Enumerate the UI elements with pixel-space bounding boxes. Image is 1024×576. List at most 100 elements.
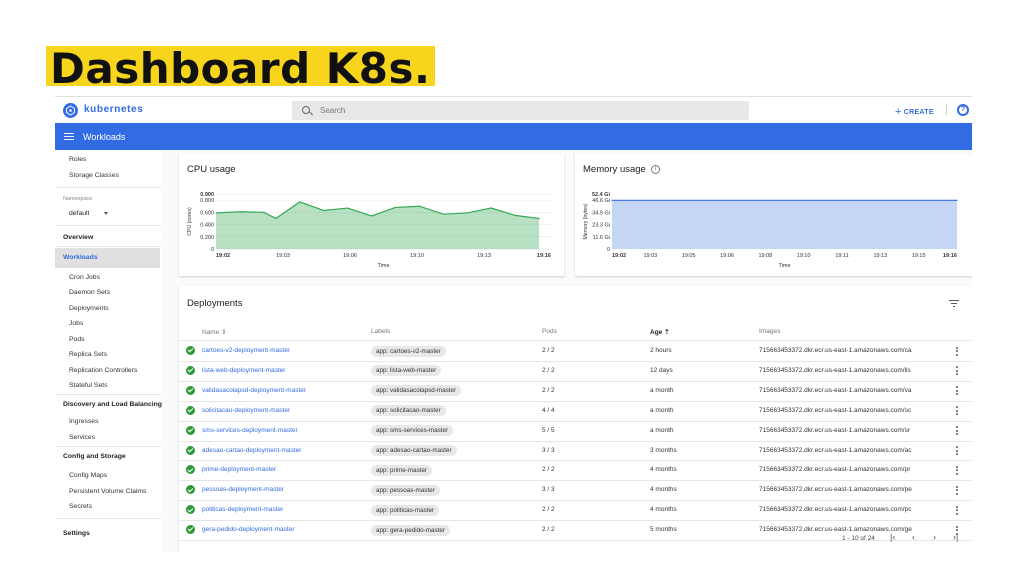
deployment-name-link[interactable]: pessoas-deployment-master (202, 486, 285, 494)
previous-page-icon[interactable]: ‹ (912, 532, 915, 542)
pagination-range: 1 - 10 of 24 (842, 535, 875, 542)
sidebar-item-pvc[interactable]: Persistent Volume Claims (69, 488, 147, 495)
pods-count: 3 / 3 (542, 446, 555, 454)
more-vert-icon[interactable] (956, 525, 959, 535)
status-check-icon (186, 465, 195, 475)
sidebar-item-stateful-sets[interactable]: Stateful Sets (69, 382, 108, 389)
pods-count: 2 / 2 (542, 526, 555, 534)
more-vert-icon[interactable] (956, 366, 959, 376)
column-header-age[interactable]: Age ⇡ (650, 328, 670, 336)
deployment-name-link[interactable]: politicas-deployment-master (202, 506, 284, 514)
image-value: 715663453372.dkr.ecr.us-east-1.amazonaws… (759, 486, 912, 494)
sidebar-item-ingresses[interactable]: Ingresses (69, 418, 99, 425)
sidebar-item-config-storage[interactable]: Config and Storage (63, 453, 126, 460)
more-vert-icon[interactable] (956, 485, 959, 495)
more-vert-icon[interactable] (956, 465, 959, 475)
sidebar-item-services[interactable]: Services (69, 434, 96, 441)
status-check-icon (186, 425, 195, 435)
help-icon[interactable]: ? (957, 104, 969, 116)
sidebar-item-replica-sets[interactable]: Replica Sets (69, 351, 108, 358)
label-chip: app: prime-master (371, 464, 433, 476)
cpu-card-title: CPU usage (187, 164, 236, 175)
status-check-icon (186, 385, 195, 395)
first-page-icon[interactable]: |‹ (890, 532, 896, 542)
sidebar-item-roles[interactable]: Roles (69, 156, 87, 163)
y-tick-label: 11.6 Gi (593, 235, 610, 241)
sidebar-item-daemon-sets[interactable]: Daemon Sets (69, 289, 111, 296)
sidebar-item-jobs[interactable]: Jobs (69, 320, 84, 327)
divider (179, 400, 971, 402)
plus-icon: + (895, 106, 902, 118)
age-value: 4 months (650, 506, 677, 514)
deployment-name-link[interactable]: cartoes-v2-deployment-master (202, 347, 291, 354)
sidebar-item-workloads[interactable]: Workloads (55, 248, 160, 268)
image-value: 715663453372.dkr.ecr.us-east-1.amazonaws… (759, 446, 912, 454)
image-value: 715663453372.dkr.ecr.us-east-1.amazonaws… (759, 506, 912, 514)
y-tick-label: 46.6 Gi (592, 198, 610, 204)
data-point (347, 207, 349, 209)
divider (179, 520, 971, 522)
deployment-name-link[interactable]: validasacolapsd-deployment-master (202, 386, 307, 394)
sidebar-item-label: Workloads (63, 254, 98, 261)
deployment-name-link[interactable]: lista-web-deployment-master (202, 366, 286, 374)
last-page-icon[interactable]: ›| (953, 532, 959, 542)
deployment-name-link[interactable]: solicitacao-deployment-master (202, 406, 291, 414)
x-axis-label: Time (778, 263, 790, 269)
sort-up-icon: ⇡ (664, 329, 670, 336)
namespace-select[interactable]: default (69, 210, 90, 217)
deployment-name-link[interactable]: gera-pedido-deployment-master (202, 526, 295, 534)
kubernetes-logo-icon[interactable] (63, 103, 78, 118)
sidebar-item-deployments[interactable]: Deployments (69, 305, 109, 312)
create-button[interactable]: + CREATE (895, 105, 934, 118)
more-vert-icon[interactable] (956, 406, 959, 416)
slide-title-text: Dashboard K8s. (50, 44, 431, 93)
sidebar-item-replication-controllers[interactable]: Replication Controllers (69, 367, 138, 374)
status-check-icon (186, 405, 195, 415)
brand-name[interactable]: kubernetes (84, 104, 144, 115)
more-vert-icon[interactable] (956, 346, 959, 356)
more-vert-icon[interactable] (956, 386, 959, 396)
search-input[interactable] (320, 103, 720, 118)
y-tick-label: 52.4 Gi (592, 192, 611, 198)
chevron-down-icon[interactable] (104, 212, 108, 215)
deployment-name-link[interactable]: adesao-cartao-deployment-master (202, 446, 302, 454)
sidebar-item-cron-jobs[interactable]: Cron Jobs (69, 274, 100, 281)
data-point (299, 201, 301, 203)
menu-icon[interactable] (64, 133, 74, 140)
x-tick-label: 19:08 (758, 253, 772, 259)
sidebar-item-storage-classes[interactable]: Storage Classes (69, 172, 119, 179)
sidebar-item-discovery[interactable]: Discovery and Load Balancing (63, 401, 162, 408)
data-point (323, 209, 325, 212)
x-tick-label: 19:10 (410, 253, 424, 259)
status-check-icon (186, 365, 195, 375)
search-bar[interactable] (292, 101, 749, 120)
pods-count: 2 / 2 (542, 506, 555, 514)
data-point (611, 199, 613, 201)
divider (55, 187, 161, 188)
column-header-name[interactable]: Name ⇕ (202, 328, 227, 336)
filter-icon[interactable] (949, 300, 959, 307)
deployment-name-link[interactable]: prime-deployment-master (202, 466, 277, 474)
pods-count: 2 / 2 (542, 347, 555, 354)
memory-usage-card: Memory usage i 52.4 Gi 46.6 Gi 34.9 Gi 23.3… (575, 154, 972, 276)
sidebar-item-secrets[interactable]: Secrets (69, 503, 93, 510)
more-vert-icon[interactable] (956, 505, 959, 515)
x-tick-label: 19:06 (720, 253, 734, 259)
next-page-icon[interactable]: › (933, 532, 936, 542)
label-chip: app: lista-web-master (371, 365, 442, 377)
sidebar-item-settings[interactable]: Settings (63, 530, 90, 537)
sidebar-item-pods[interactable]: Pods (69, 336, 85, 343)
divider (55, 225, 161, 226)
divider (179, 440, 971, 442)
sidebar-item-config-maps[interactable]: Config Maps (69, 472, 108, 479)
x-tick-label: 19:03 (643, 253, 657, 259)
data-point (263, 211, 265, 213)
x-tick-label: 19:16 (537, 253, 551, 259)
sidebar-item-overview[interactable]: Overview (63, 234, 94, 241)
more-vert-icon[interactable] (956, 446, 959, 455)
age-value: 4 months (650, 466, 677, 474)
deployment-name-link[interactable]: sms-services-deployment-master (202, 426, 298, 434)
info-icon[interactable]: i (651, 165, 660, 174)
title-bar: Workloads (55, 123, 972, 150)
more-vert-icon[interactable] (956, 426, 959, 436)
